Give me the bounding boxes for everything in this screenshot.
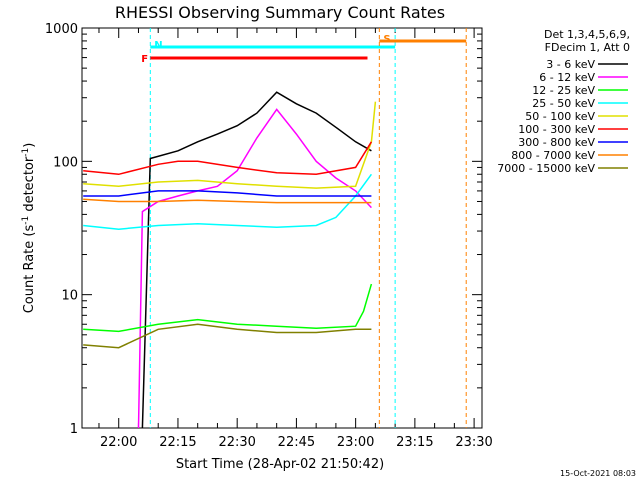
- legend-label: 50 - 100 keV: [525, 110, 595, 123]
- series-line-8: [83, 198, 372, 204]
- y-tick-label: 1: [70, 422, 78, 437]
- series-line-5: [83, 101, 377, 189]
- data-series: [83, 91, 377, 429]
- legend-header-line1: Det 1,3,4,5,6,9,: [544, 28, 630, 41]
- legend-header-line2: FDecim 1, Att 0: [545, 41, 630, 54]
- legend-label: 3 - 6 keV: [546, 58, 595, 71]
- x-tick-label: 22:15: [159, 435, 196, 450]
- x-axis-label: Start Time (28-Apr-02 21:50:42): [176, 457, 384, 472]
- series-line-1: [141, 91, 372, 429]
- y-tick-label: 100: [53, 155, 78, 170]
- series-line-9: [83, 323, 372, 349]
- legend-label: 25 - 50 keV: [532, 97, 595, 110]
- x-tick-label: 23:15: [396, 435, 433, 450]
- x-tick-label: 22:30: [218, 435, 255, 450]
- flare-marker-label: F: [141, 54, 148, 65]
- series-line-4: [83, 173, 373, 230]
- footer-timestamp: 15-Oct-2021 08:03: [560, 469, 636, 478]
- series-line-2: [137, 108, 372, 429]
- legend-label: 300 - 800 keV: [518, 136, 595, 149]
- legend-label: 7000 - 15000 keV: [497, 162, 595, 175]
- y-axis-label-part2: detector: [22, 156, 37, 216]
- time-interval-markers: NF S: [141, 28, 467, 428]
- night-marker-label: N: [154, 40, 162, 51]
- legend-label: 800 - 7000 keV: [511, 149, 595, 162]
- legend-label: 100 - 300 keV: [518, 123, 595, 136]
- y-axis-label-part1: Count Rate (s: [22, 225, 37, 314]
- series-line-3: [83, 283, 373, 333]
- x-tick-label: 23:00: [337, 435, 374, 450]
- axes: 1 10 100 1000 22:00 22:15 22:30 22:45 23:00 23:15…: [45, 22, 493, 450]
- legend-label: 12 - 25 keV: [532, 84, 595, 97]
- chart-title: RHESSI Observing Summary Count Rates: [115, 3, 445, 22]
- saa-marker-label: S: [383, 34, 390, 45]
- y-tick-label: 10: [61, 289, 78, 304]
- x-tick-label: 22:00: [100, 435, 137, 450]
- y-axis-label-sup2: -1: [21, 148, 31, 157]
- y-axis-label-sup1: -1: [21, 216, 31, 225]
- y-axis-label: Count Rate (s-1 detector-1): [21, 143, 37, 314]
- y-tick-label: 1000: [45, 22, 78, 37]
- y-axis-label-part3: ): [22, 143, 37, 148]
- series-line-6: [83, 141, 373, 176]
- legend-label: 6 - 12 keV: [539, 71, 595, 84]
- plot-frame: [81, 27, 483, 429]
- series-line-7: [83, 190, 372, 197]
- x-tick-label: 22:45: [278, 435, 315, 450]
- x-tick-label: 23:30: [455, 435, 492, 450]
